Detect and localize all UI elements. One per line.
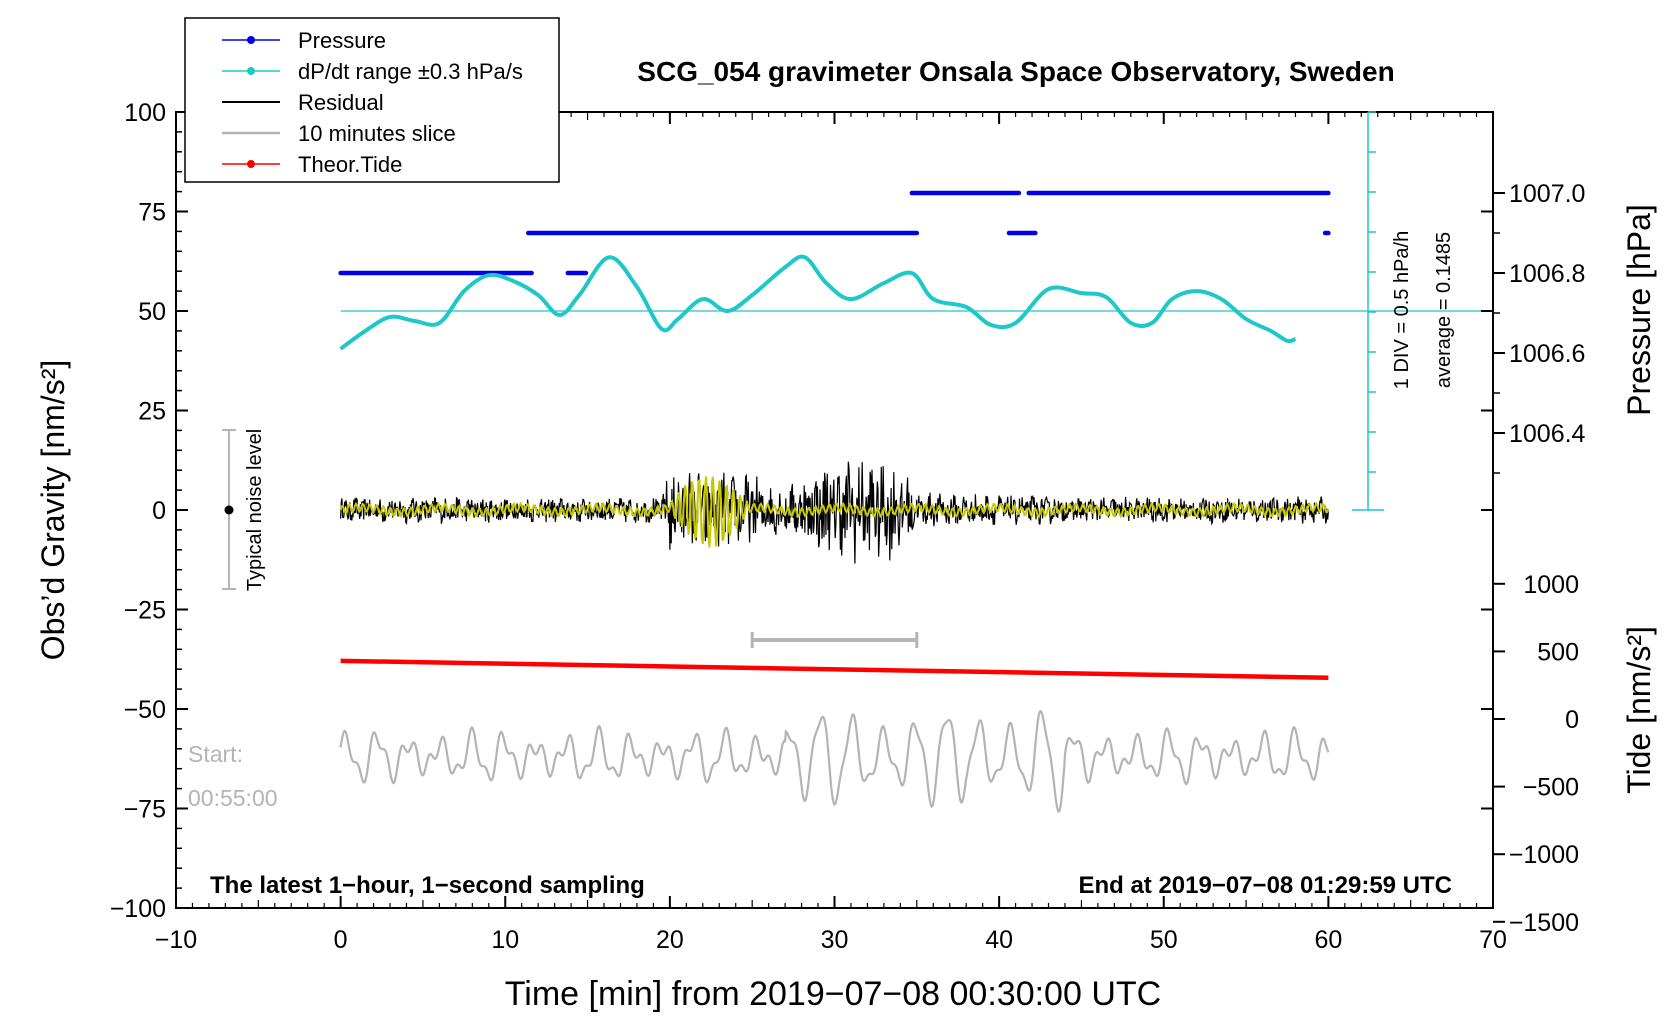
pressure-tick-label: 1006.8 bbox=[1509, 260, 1585, 288]
left-tick-label: −100 bbox=[110, 895, 166, 923]
tide-tick-label: 0 bbox=[1565, 706, 1579, 734]
left-tick-label: 0 bbox=[152, 497, 166, 525]
legend-label: 10 minutes slice bbox=[298, 121, 456, 146]
tide-line bbox=[340, 658, 1329, 681]
x-tick-label: 20 bbox=[656, 926, 684, 954]
tide-tick-label: 500 bbox=[1537, 638, 1579, 666]
tide-tick-label: 1000 bbox=[1523, 571, 1579, 599]
noise-level-marker bbox=[222, 429, 236, 590]
chart-title: SCG_054 gravimeter Onsala Space Observat… bbox=[637, 56, 1394, 87]
pressure-scale-label: 1 DIV = 0.5 hPa/h bbox=[1391, 231, 1413, 389]
pressure-average-label: average = 0.1485 bbox=[1433, 232, 1455, 388]
legend-item-tide: Theor.Tide bbox=[222, 152, 402, 177]
tide-axis-label: Tide [nm/s²] bbox=[1621, 626, 1657, 794]
start-time-label: 00:55:00 bbox=[188, 785, 278, 811]
left-tick-label: 100 bbox=[124, 99, 166, 127]
tide-tick-label: −500 bbox=[1523, 774, 1579, 802]
legend-label: Theor.Tide bbox=[298, 152, 402, 177]
legend-item-dpdt: dP/dt range ±0.3 hPa/s bbox=[222, 59, 523, 84]
smoothed-residual-trace bbox=[339, 476, 1330, 548]
left-tick-label: 50 bbox=[138, 298, 166, 326]
x-tick-label: −10 bbox=[155, 926, 197, 954]
x-tick-label: 40 bbox=[985, 926, 1013, 954]
sampling-caption: The latest 1−hour, 1−second sampling bbox=[210, 872, 645, 899]
pressure-axis-label: Pressure [hPa] bbox=[1621, 204, 1657, 416]
legend-item-pressure: Pressure bbox=[222, 28, 386, 53]
legend-item-residual: Residual bbox=[222, 90, 384, 115]
left-tick-label: 75 bbox=[138, 199, 166, 227]
end-time-caption: End at 2019−07−08 01:29:59 UTC bbox=[1078, 872, 1452, 899]
pressure-tick-label: 1006.4 bbox=[1509, 420, 1586, 448]
x-tick-label: 60 bbox=[1314, 926, 1342, 954]
dpdt-curve bbox=[339, 254, 1297, 351]
legend: Pressure dP/dt range ±0.3 hPa/s Residual… bbox=[184, 17, 560, 183]
left-tick-label: −75 bbox=[124, 796, 166, 824]
x-tick-label: 50 bbox=[1150, 926, 1178, 954]
pressure-tick-label: 1007.0 bbox=[1509, 180, 1585, 208]
left-tick-label: −50 bbox=[124, 696, 166, 724]
tide-tick-label: −1500 bbox=[1509, 909, 1579, 937]
left-axis-label: Obs’d Gravity [nm/s²] bbox=[35, 360, 71, 661]
slice-trace bbox=[339, 709, 1330, 813]
x-tick-label: 0 bbox=[334, 926, 348, 954]
legend-label: Residual bbox=[298, 90, 384, 115]
x-axis-label: Time [min] from 2019−07−08 00:30:00 UTC bbox=[505, 975, 1161, 1013]
legend-label: Pressure bbox=[298, 28, 386, 53]
x-tick-label: 30 bbox=[821, 926, 849, 954]
x-tick-label: 70 bbox=[1479, 926, 1507, 954]
pressure-tick-label: 1006.6 bbox=[1509, 340, 1585, 368]
noise-level-label: Typical noise level bbox=[244, 429, 266, 591]
left-tick-label: 25 bbox=[138, 398, 166, 426]
left-tick-label: −25 bbox=[124, 597, 166, 625]
start-label: Start: bbox=[188, 741, 243, 767]
x-tick-label: 10 bbox=[491, 926, 519, 954]
legend-label: dP/dt range ±0.3 hPa/s bbox=[298, 59, 523, 84]
legend-item-slice: 10 minutes slice bbox=[222, 121, 456, 146]
legend-box bbox=[184, 17, 560, 183]
tide-tick-label: −1000 bbox=[1509, 841, 1579, 869]
